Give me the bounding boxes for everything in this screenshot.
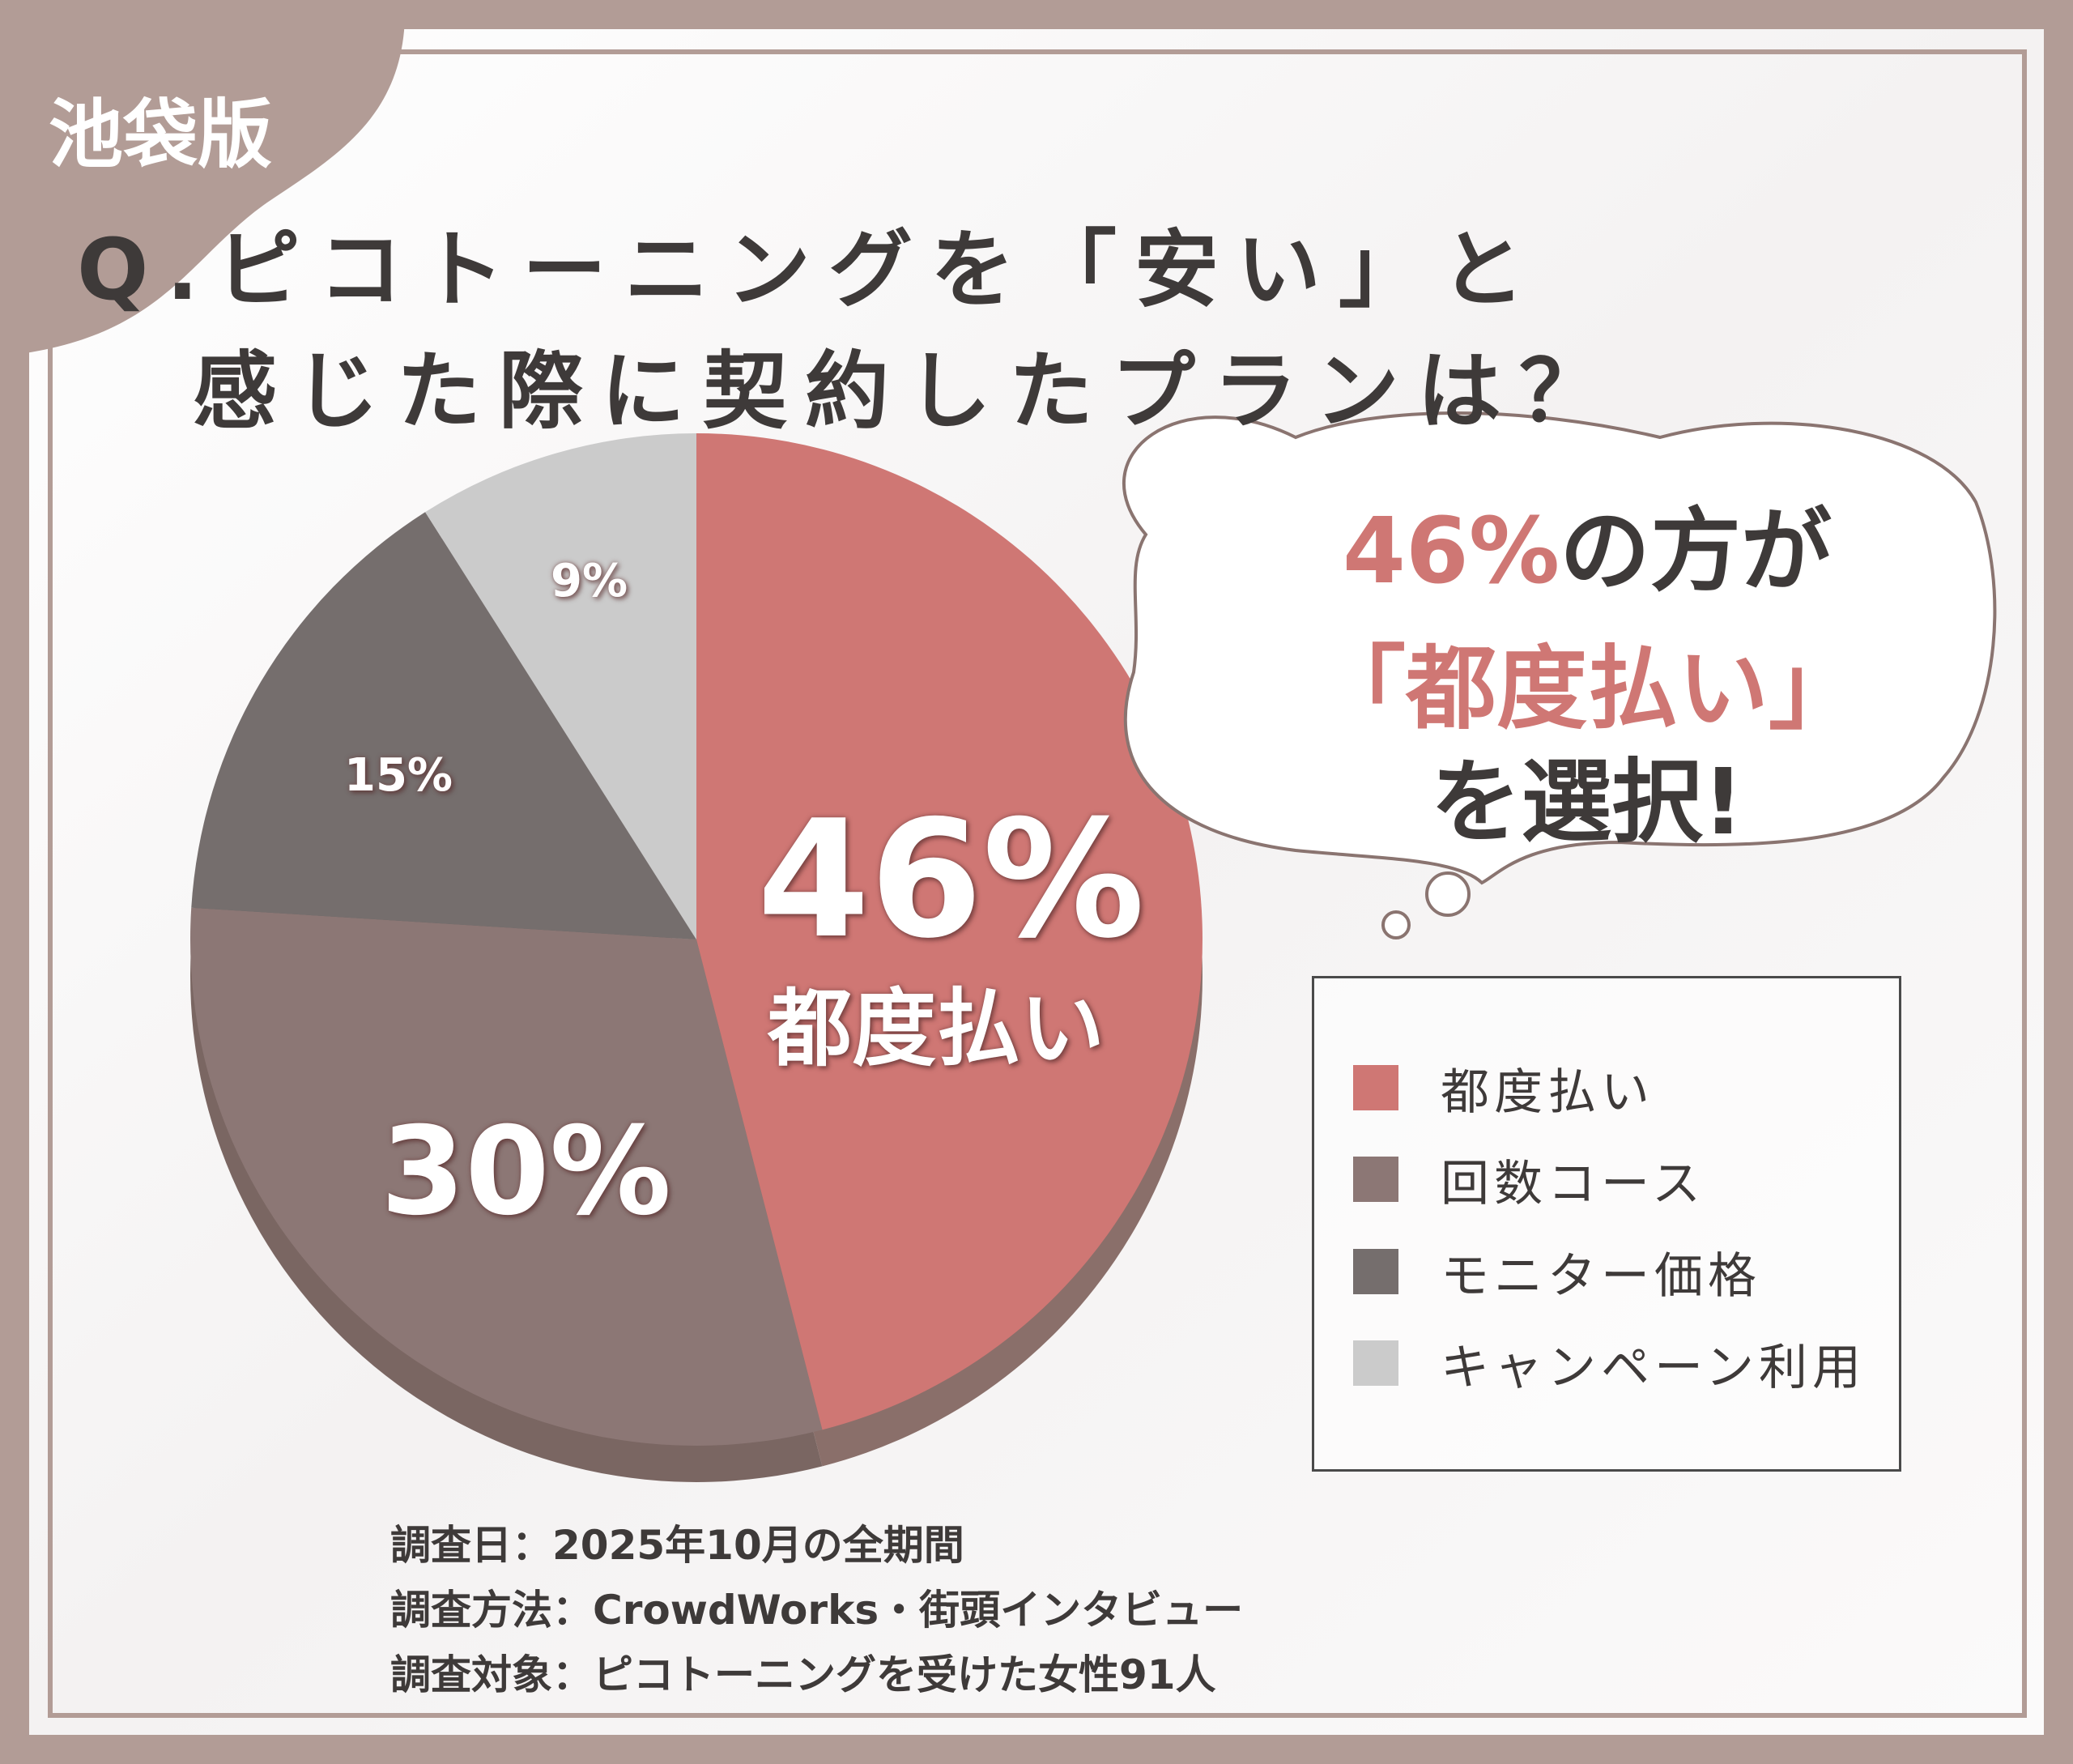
- slice-label-tsudobarai-name: 都度払い: [768, 979, 1105, 1078]
- callout-line-1-rest: の方が: [1560, 499, 1832, 604]
- legend-swatch-kaisu-course: [1353, 1157, 1398, 1202]
- slice-label-monitor-value: 15%: [344, 749, 453, 802]
- corner-tab: [0, 0, 406, 356]
- legend-item-kaisu-course: 回数コース: [1353, 1155, 1705, 1212]
- survey-method-note: 調査方法：CrowdWorks・街頭インタビュー: [390, 1587, 1244, 1634]
- legend-swatch-campaign: [1353, 1340, 1398, 1386]
- legend-label-tsudobarai: 都度払い: [1441, 1063, 1654, 1121]
- callout-line-2: 「都度払い」: [1315, 637, 1859, 742]
- region-badge: 池袋版: [49, 92, 273, 178]
- callout-bubble: [1122, 411, 1997, 885]
- legend: 都度払い 回数コース モニター価格 キャンペーン利用: [1312, 976, 1901, 1472]
- survey-target-note: 調査対象：ピコトーニングを受けた女性91人: [390, 1651, 1216, 1698]
- legend-label-monitor: モニター価格: [1441, 1247, 1761, 1305]
- legend-label-kaisu-course: 回数コース: [1441, 1155, 1705, 1212]
- slice-label-kaisu-course-value: 30%: [381, 1101, 672, 1242]
- legend-swatch-tsudobarai: [1353, 1065, 1398, 1110]
- pie-chart: [189, 433, 1203, 1446]
- chart-title-line-2: 感じた際に契約したプランは？: [192, 342, 1621, 441]
- callout-line-1: 46%の方が: [1134, 478, 2041, 609]
- slice-label-tsudobarai-value: 46%: [757, 786, 1145, 974]
- slice-monitor: [191, 512, 697, 940]
- chart-title-line-1: Q.ピコトーニングを「安い」と: [77, 220, 1543, 319]
- inner-border: [48, 49, 2027, 1718]
- callout-percent: 46%: [1342, 499, 1560, 604]
- callout-line-3: を選択!: [1430, 750, 1744, 855]
- slice-label-campaign-value: 9%: [551, 555, 628, 607]
- slice-campaign: [425, 433, 696, 940]
- bubble-dot-small: [1381, 910, 1411, 940]
- legend-label-campaign: キャンペーン利用: [1441, 1339, 1866, 1396]
- legend-item-tsudobarai: 都度払い: [1353, 1063, 1654, 1121]
- slice-tsudobarai: [696, 433, 1203, 1430]
- survey-date-note: 調査日：2025年10月の全期間: [390, 1522, 964, 1569]
- legend-item-campaign: キャンペーン利用: [1353, 1339, 1866, 1396]
- slice-kaisu-course: [189, 907, 823, 1446]
- bubble-dot-large: [1425, 871, 1471, 917]
- legend-swatch-monitor: [1353, 1249, 1398, 1294]
- legend-item-monitor: モニター価格: [1353, 1247, 1761, 1305]
